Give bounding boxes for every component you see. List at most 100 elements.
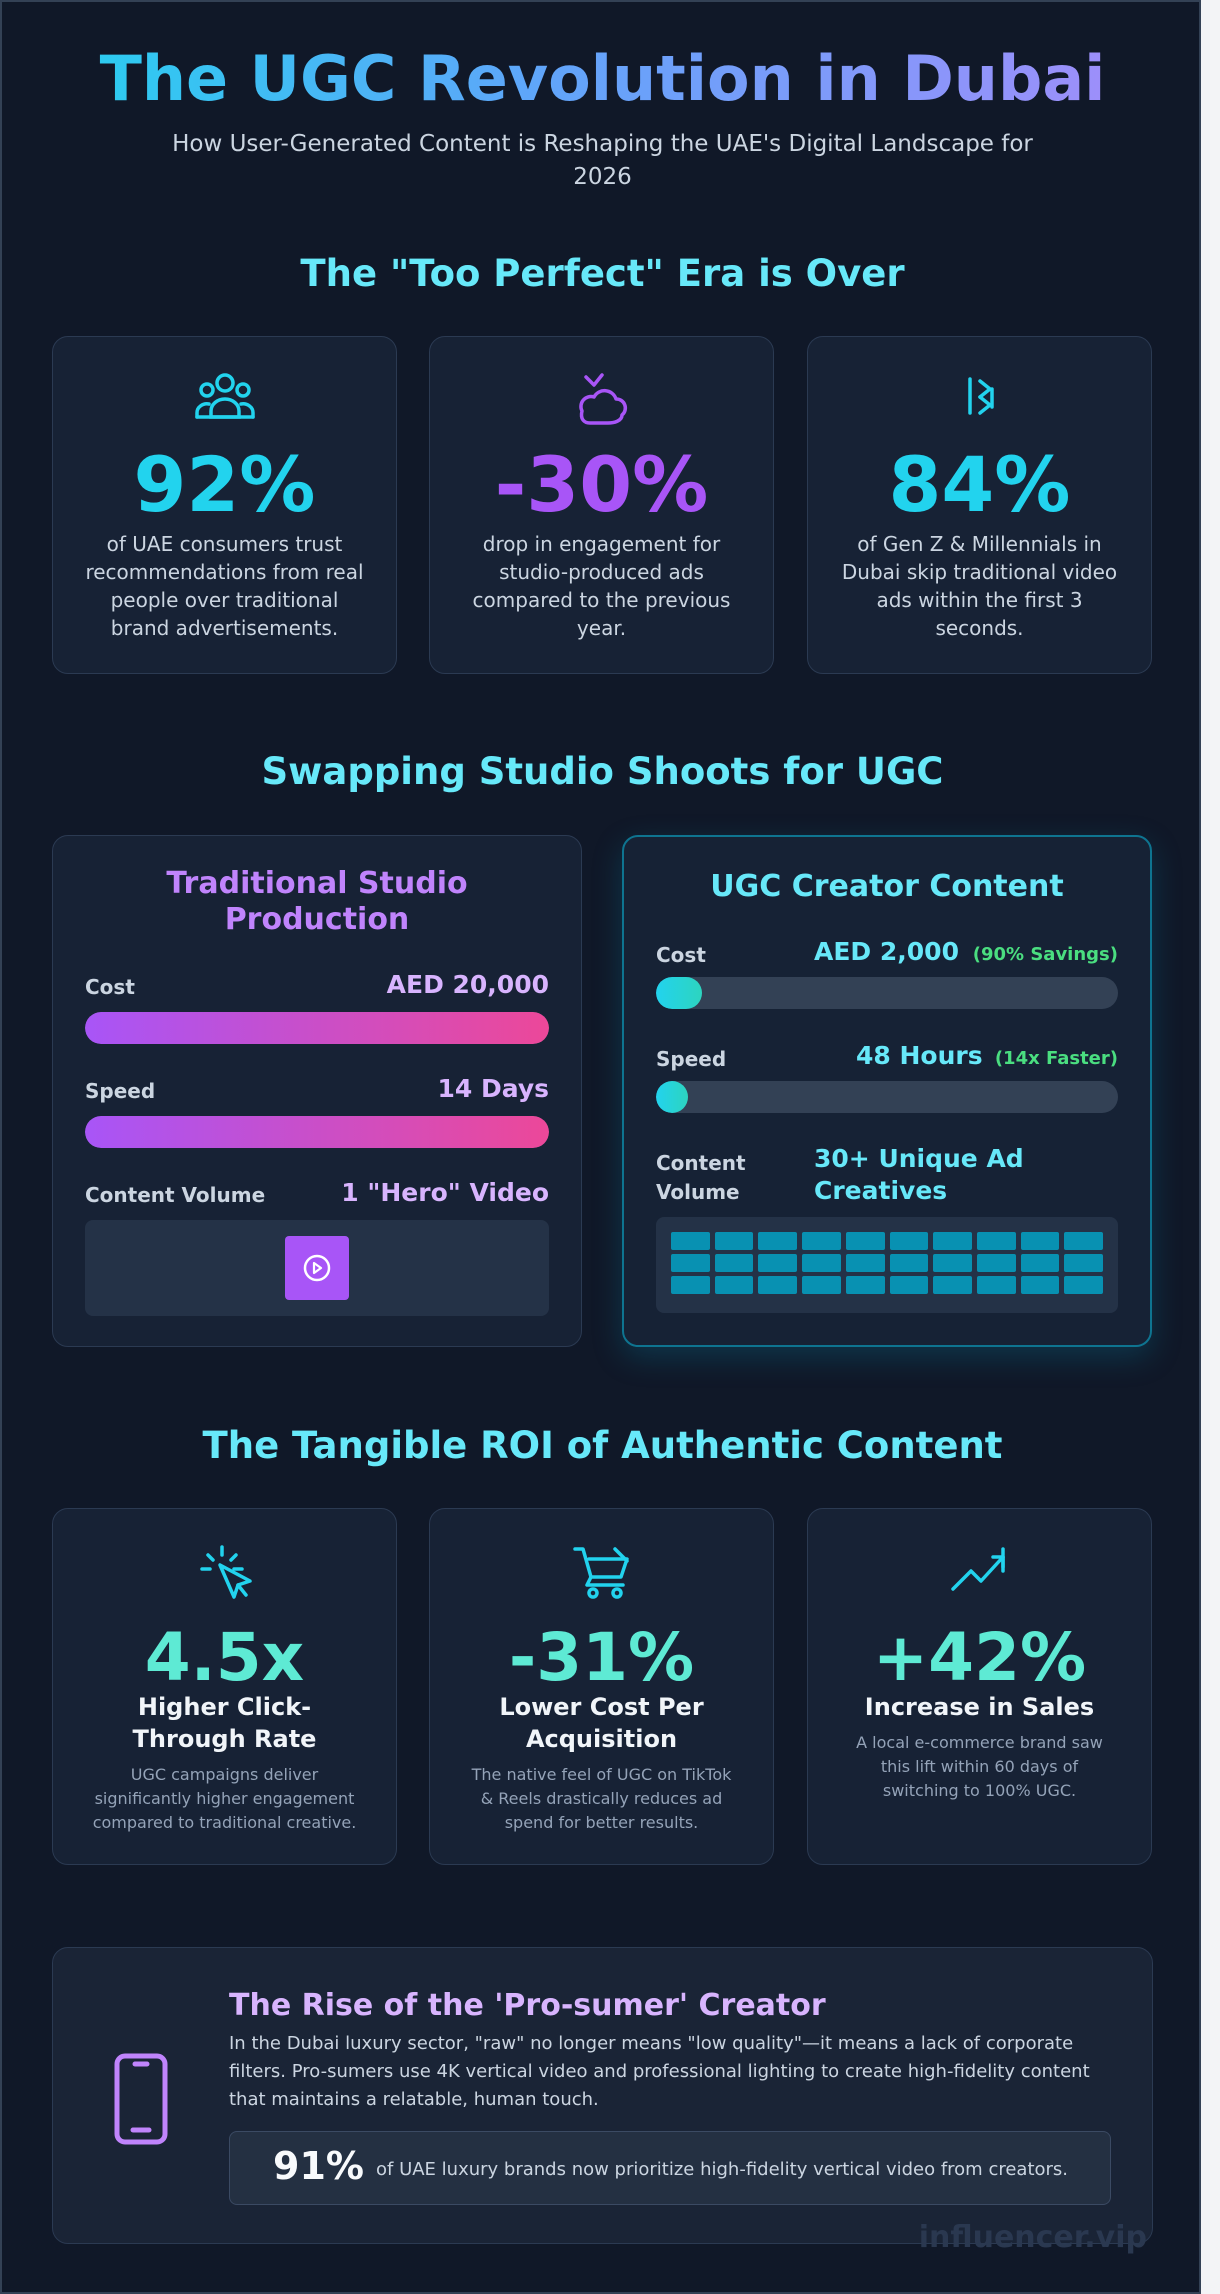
prosumer-stat-text: of UAE luxury brands now prioritize high… xyxy=(376,2159,1069,2180)
creative-tile xyxy=(802,1254,841,1272)
volume-value: 1 "Hero" Video xyxy=(341,1178,549,1207)
creative-tile xyxy=(714,1232,754,1250)
creative-tile xyxy=(889,1254,929,1272)
roi-description: UGC campaigns deliver significantly high… xyxy=(92,1765,357,1832)
speed-value: 14 Days xyxy=(437,1074,549,1103)
creative-tile xyxy=(976,1254,1016,1272)
stat-value: -30% xyxy=(494,440,709,529)
creative-tile xyxy=(889,1232,929,1250)
stat-description: drop in engagement for studio-produced a… xyxy=(472,532,731,640)
roi-value: -31% xyxy=(508,1619,695,1696)
speed-bar-fill xyxy=(85,1116,549,1148)
creative-tile xyxy=(889,1276,929,1294)
creative-tile xyxy=(1064,1276,1103,1294)
creative-tile xyxy=(933,1276,972,1294)
creative-tile xyxy=(758,1276,798,1294)
volume-visual xyxy=(85,1220,549,1316)
speed-label: Speed xyxy=(656,1047,727,1071)
prosumer-stat-box: 91% of UAE luxury brands now prioritize … xyxy=(229,2131,1111,2205)
creative-tile xyxy=(933,1254,972,1272)
roi-card-ctr: 4.5x Higher Click-Through Rate UGC campa… xyxy=(52,1508,397,1865)
card-title: Traditional Studio Production xyxy=(166,866,468,937)
page-subtitle: How User-Generated Content is Reshaping … xyxy=(172,131,1033,190)
roi-headline: Increase in Sales xyxy=(864,1693,1095,1721)
cursor-click-icon xyxy=(53,1545,396,1599)
card-title: UGC Creator Content xyxy=(710,869,1064,904)
section-title-roi: The Tangible ROI of Authentic Content xyxy=(202,1424,1003,1467)
page-title: The UGC Revolution in Dubai xyxy=(2,42,1203,115)
creative-tiles-grid xyxy=(671,1232,1103,1294)
cost-value: AED 20,000 xyxy=(386,970,549,999)
creative-tile xyxy=(758,1254,798,1272)
creative-tile xyxy=(1064,1254,1103,1272)
creative-tile xyxy=(976,1232,1016,1250)
cost-bar-fill xyxy=(85,1012,549,1044)
creative-tile xyxy=(802,1276,841,1294)
volume-label: Content Volume xyxy=(85,1183,266,1207)
volume-value: 30+ Unique Ad Creatives xyxy=(814,1144,1024,1205)
section-title-too-perfect: The "Too Perfect" Era is Over xyxy=(300,252,905,295)
prosumer-stat-value: 91% xyxy=(273,2144,364,2188)
stat-card-skip: 84% of Gen Z & Millennials in Dubai skip… xyxy=(807,336,1152,674)
ugc-content-card: UGC Creator Content Cost AED 2,000 (90% … xyxy=(622,835,1152,1347)
hero-video-tile xyxy=(285,1236,349,1300)
creative-tile xyxy=(845,1232,885,1250)
play-icon xyxy=(303,1254,331,1282)
roi-headline: Higher Click-Through Rate xyxy=(132,1693,317,1753)
cost-bar-fill xyxy=(656,977,703,1009)
trending-up-icon xyxy=(808,1545,1151,1599)
traditional-production-card: Traditional Studio Production Cost AED 2… xyxy=(52,835,582,1347)
stat-card-trust: 92% of UAE consumers trust recommendatio… xyxy=(52,336,397,674)
skip-forward-icon xyxy=(808,371,1151,423)
roi-card-sales: +42% Increase in Sales A local e-commerc… xyxy=(807,1508,1152,1865)
speed-faster-note: (14x Faster) xyxy=(994,1048,1118,1069)
smartphone-icon xyxy=(111,2052,171,2150)
volume-visual xyxy=(656,1217,1118,1313)
stat-value: 92% xyxy=(133,440,316,529)
roi-value: 4.5x xyxy=(144,1619,305,1696)
creative-tile xyxy=(1020,1254,1060,1272)
speed-value: 48 Hours xyxy=(856,1041,983,1070)
cost-savings-note: (90% Savings) xyxy=(972,944,1118,965)
creative-tile xyxy=(845,1276,885,1294)
speed-label: Speed xyxy=(85,1079,156,1103)
stat-card-engagement: -30% drop in engagement for studio-produ… xyxy=(429,336,774,674)
creative-tile xyxy=(845,1254,885,1272)
creative-tile xyxy=(933,1232,972,1250)
roi-description: The native feel of UGC on TikTok & Reels… xyxy=(471,1765,732,1832)
cost-label: Cost xyxy=(656,943,706,967)
creative-tile xyxy=(802,1232,841,1250)
speed-bar-fill xyxy=(656,1081,689,1113)
stat-description: of UAE consumers trust recommendations f… xyxy=(85,532,364,640)
thumbs-down-icon xyxy=(430,371,773,425)
prosumer-description: In the Dubai luxury sector, "raw" no lon… xyxy=(229,2033,1090,2110)
cost-label: Cost xyxy=(85,975,135,999)
stat-value: 84% xyxy=(888,440,1071,529)
roi-card-cpa: -31% Lower Cost Per Acquisition The nati… xyxy=(429,1508,774,1865)
prosumer-card: The Rise of the 'Pro-sumer' Creator In t… xyxy=(52,1947,1153,2244)
speed-bar xyxy=(85,1116,549,1148)
prosumer-title: The Rise of the 'Pro-sumer' Creator xyxy=(229,1988,826,2023)
creative-tile xyxy=(671,1232,710,1250)
creative-tile xyxy=(976,1276,1016,1294)
speed-bar xyxy=(656,1081,1118,1113)
section-title-swapping: Swapping Studio Shoots for UGC xyxy=(261,750,944,793)
cost-bar xyxy=(656,977,1118,1009)
shopping-cart-icon xyxy=(430,1545,773,1599)
creative-tile xyxy=(1020,1232,1060,1250)
creative-tile xyxy=(714,1254,754,1272)
roi-headline: Lower Cost Per Acquisition xyxy=(499,1693,704,1753)
roi-value: +42% xyxy=(872,1619,1087,1696)
stat-description: of Gen Z & Millennials in Dubai skip tra… xyxy=(841,532,1118,640)
cost-value: AED 2,000 xyxy=(814,937,959,966)
users-icon xyxy=(53,371,396,423)
creative-tile xyxy=(671,1254,710,1272)
creative-tile xyxy=(1020,1276,1060,1294)
creative-tile xyxy=(714,1276,754,1294)
creative-tile xyxy=(1064,1232,1103,1250)
creative-tile xyxy=(671,1276,710,1294)
creative-tile xyxy=(758,1232,798,1250)
watermark: influencer.vip xyxy=(918,2220,1147,2255)
cost-bar xyxy=(85,1012,549,1044)
